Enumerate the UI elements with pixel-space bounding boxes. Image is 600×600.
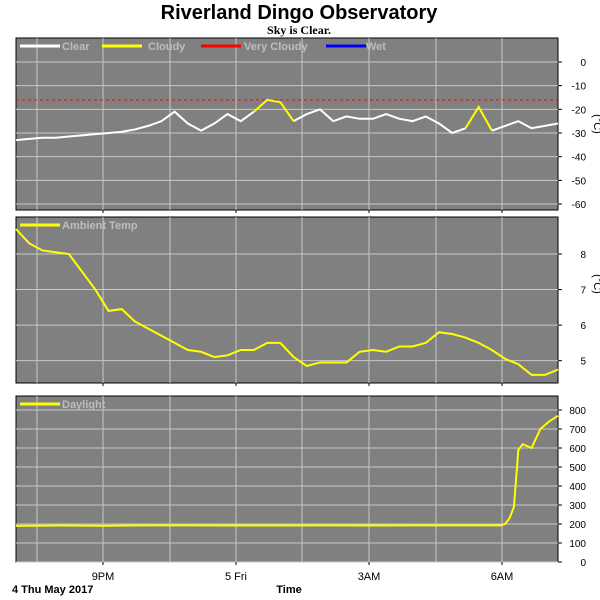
daylight-ytick-label: 500 — [569, 463, 586, 474]
sky-series-clear — [293, 108, 466, 135]
sky-plot-area — [15, 37, 559, 211]
daylight-plot-area — [15, 395, 559, 563]
sky-series-clear — [491, 120, 559, 132]
sky-y-axis-label: (°C) — [591, 114, 600, 134]
footer-date: 4 Thu May 2017 — [12, 584, 93, 596]
sky-ytick-label: -30 — [572, 129, 587, 140]
sky-legend-label: Wet — [366, 41, 386, 53]
daylight-ytick-label: 0 — [580, 558, 586, 569]
ambient-ytick-label: 6 — [580, 321, 586, 332]
ambient-legend-label: Ambient Temp — [62, 220, 138, 232]
panel-sky: 0 -10 -20 -30 -40 -50 -60 (°C) Clear Cloudy Very C… — [15, 37, 600, 213]
ambient-plot-area — [15, 216, 559, 384]
x-tick-label: 6AM — [491, 571, 514, 583]
daylight-ytick-label: 300 — [569, 501, 586, 512]
sky-series-cloudy — [464, 104, 493, 132]
daylight-series-line — [15, 414, 559, 527]
sky-ytick-label: -40 — [572, 153, 587, 164]
panel-ambient: 8 7 6 5 (°C) Ambient Temp — [15, 216, 600, 386]
page-title: Riverland Dingo Observatory — [161, 2, 439, 24]
daylight-ytick-label: 600 — [569, 444, 586, 455]
sky-ytick-label: -20 — [572, 105, 587, 116]
sky-legend-label: Very Cloudy — [244, 41, 308, 53]
ambient-y-axis-label: (°C) — [591, 274, 600, 294]
sky-ytick-label: -60 — [572, 200, 587, 211]
sky-ytick-label: -50 — [572, 176, 587, 187]
daylight-ytick-label: 800 — [569, 406, 586, 417]
daylight-ytick-label: 100 — [569, 539, 586, 550]
sky-series-cloudy — [253, 98, 295, 122]
sky-ytick-label: -10 — [572, 82, 587, 93]
daylight-ytick-label: 200 — [569, 520, 586, 531]
sky-series-clear — [15, 110, 255, 142]
x-tick-label: 9PM — [92, 571, 115, 583]
ambient-series-line — [15, 228, 559, 376]
panel-daylight: 800 700 600 500 400 300 200 100 0 Daylight — [15, 395, 586, 569]
x-tick-label: 3AM — [358, 571, 381, 583]
sky-legend-label: Cloudy — [148, 41, 186, 53]
x-tick-label: 5 Fri — [225, 571, 247, 583]
ambient-ytick-label: 8 — [580, 250, 586, 261]
daylight-legend-label: Daylight — [62, 399, 106, 411]
ambient-ytick-label: 7 — [580, 286, 586, 297]
page-subtitle: Sky is Clear. — [267, 23, 331, 37]
daylight-ytick-label: 700 — [569, 425, 586, 436]
x-axis-title: Time — [276, 584, 301, 596]
sky-ytick-label: 0 — [580, 58, 586, 69]
sky-legend-label: Clear — [62, 41, 90, 53]
daylight-ytick-label: 400 — [569, 482, 586, 493]
ambient-ytick-label: 5 — [580, 357, 586, 368]
